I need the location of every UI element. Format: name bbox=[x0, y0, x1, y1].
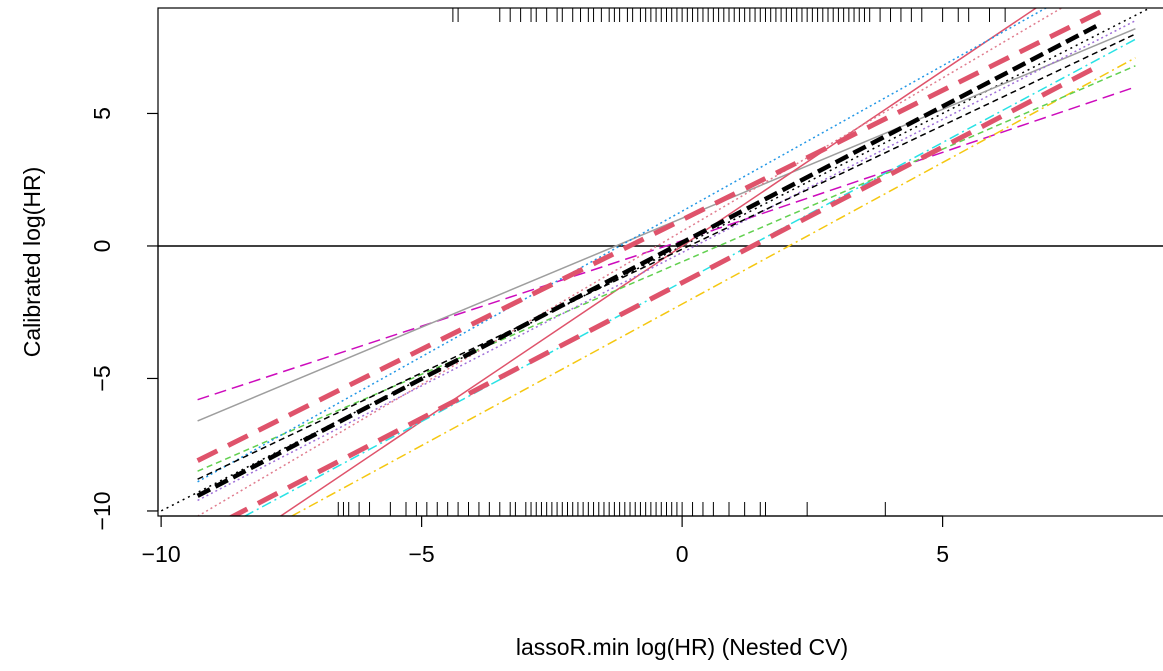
calibration-line bbox=[291, 57, 1136, 516]
calibration-line bbox=[196, 22, 1100, 498]
y-tick-label: 0 bbox=[89, 240, 115, 253]
calibration-line bbox=[197, 33, 1136, 480]
x-tick-label: 5 bbox=[936, 541, 949, 567]
y-tick-label: 5 bbox=[89, 107, 115, 120]
x-tick-label: 0 bbox=[676, 541, 689, 567]
calibration-line bbox=[197, 20, 1136, 502]
x-axis-label: lassoR.min log(HR) (Nested CV) bbox=[516, 634, 848, 660]
calibration-line bbox=[197, 65, 1136, 472]
calibration-line bbox=[228, 63, 1101, 516]
calibration-line bbox=[197, 8, 1048, 483]
calibration-line bbox=[279, 8, 1038, 516]
y-tick-label: −10 bbox=[89, 491, 115, 530]
y-axis-label: Calibrated log(HR) bbox=[19, 167, 45, 357]
x-tick-label: −5 bbox=[409, 541, 435, 567]
calibration-line bbox=[197, 8, 1063, 516]
x-tick-label: −10 bbox=[142, 541, 181, 567]
calibration-line bbox=[196, 8, 1106, 463]
y-tick-label: −5 bbox=[89, 365, 115, 391]
plot-area bbox=[158, 8, 1163, 516]
